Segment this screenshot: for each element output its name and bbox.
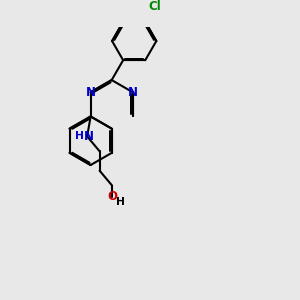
Text: O: O	[107, 190, 117, 203]
Text: H: H	[116, 197, 125, 207]
Text: H: H	[75, 131, 84, 141]
Text: N: N	[128, 86, 138, 99]
Text: N: N	[84, 130, 94, 143]
Text: Cl: Cl	[148, 0, 161, 13]
Text: N: N	[85, 86, 96, 99]
